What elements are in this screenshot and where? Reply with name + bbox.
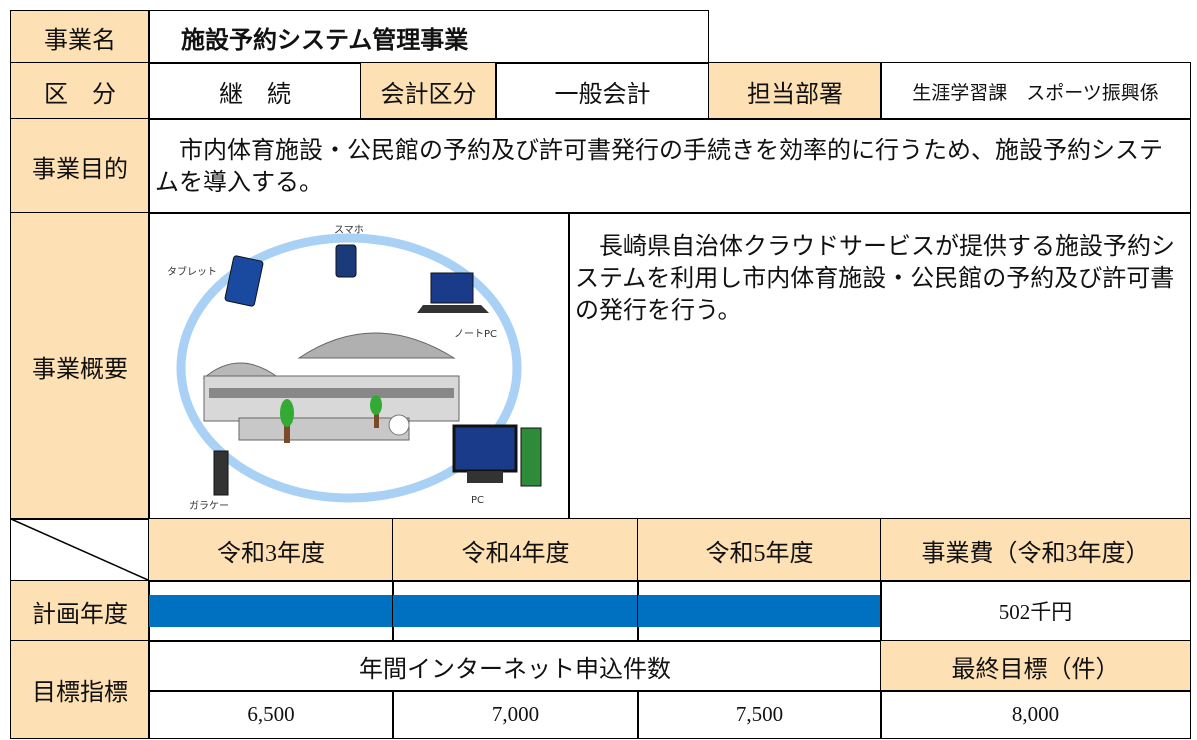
diagonal	[10, 518, 149, 581]
icon	[430, 272, 474, 304]
device-label: タブレット	[167, 265, 217, 278]
icon	[452, 424, 518, 473]
device-label: PC	[471, 495, 484, 506]
plan-cell	[392, 580, 639, 642]
header-cell: 令和5年度	[637, 518, 882, 582]
label-cell: 目標指標	[10, 640, 150, 739]
value-cell: 継 続	[148, 62, 362, 120]
header-cell: 令和3年度	[148, 518, 394, 582]
plan-bar	[638, 595, 881, 627]
diagram: スマホ タブレット ノートPC PC ガラケー	[167, 224, 542, 512]
plan-cell	[148, 580, 394, 642]
label-cell: 事業名	[10, 10, 150, 64]
text-cell: 市内体育施設・公民館の予約及び許可書発行の手続きを効率的に行うため、施設予約シス…	[148, 118, 1191, 214]
icon	[224, 255, 264, 307]
value-cell: 一般会計	[495, 62, 710, 120]
value-cell: 施設予約システム管理事業	[148, 10, 709, 64]
ring	[176, 233, 522, 503]
icon	[213, 450, 229, 496]
label-cell: 担当部署	[708, 62, 882, 120]
value-cell: 502千円	[880, 580, 1191, 642]
plan-bar	[149, 595, 393, 627]
value-cell: 7,000	[392, 690, 639, 739]
value-cell: 6,500	[148, 690, 394, 739]
icon	[417, 305, 489, 313]
label-cell: 会計区分	[360, 62, 497, 120]
device-label: スマホ	[334, 224, 364, 236]
header-cell: 事業費（令和3年度）	[880, 518, 1191, 582]
value-cell: 7,500	[637, 690, 882, 739]
image-cell: スマホ タブレット ノートPC PC ガラケー	[148, 212, 570, 520]
indicator-cell: 年間インターネット申込件数	[148, 640, 882, 692]
plan-cell	[637, 580, 882, 642]
value-cell: 8,000	[880, 690, 1191, 739]
icon	[520, 427, 542, 487]
header-cell: 令和4年度	[392, 518, 639, 582]
icon	[335, 244, 357, 278]
label-cell: 事業目的	[10, 118, 150, 214]
label-cell: 区 分	[10, 62, 150, 120]
value-cell: 生涯学習課 スポーツ振興係	[880, 62, 1191, 120]
label-cell: 計画年度	[10, 580, 150, 642]
building	[202, 332, 460, 443]
label-cell: 最終目標（件）	[880, 640, 1191, 692]
label-cell: 事業概要	[10, 212, 150, 520]
icon	[467, 471, 503, 483]
device-label: ノートPC	[454, 329, 497, 340]
diagonal-cell	[10, 518, 150, 582]
plan-bar	[393, 595, 638, 627]
device-label: ガラケー	[189, 500, 229, 512]
text-cell: 長崎県自治体クラウドサービスが提供する施設予約システムを利用し市内体育施設・公民…	[568, 212, 1191, 520]
